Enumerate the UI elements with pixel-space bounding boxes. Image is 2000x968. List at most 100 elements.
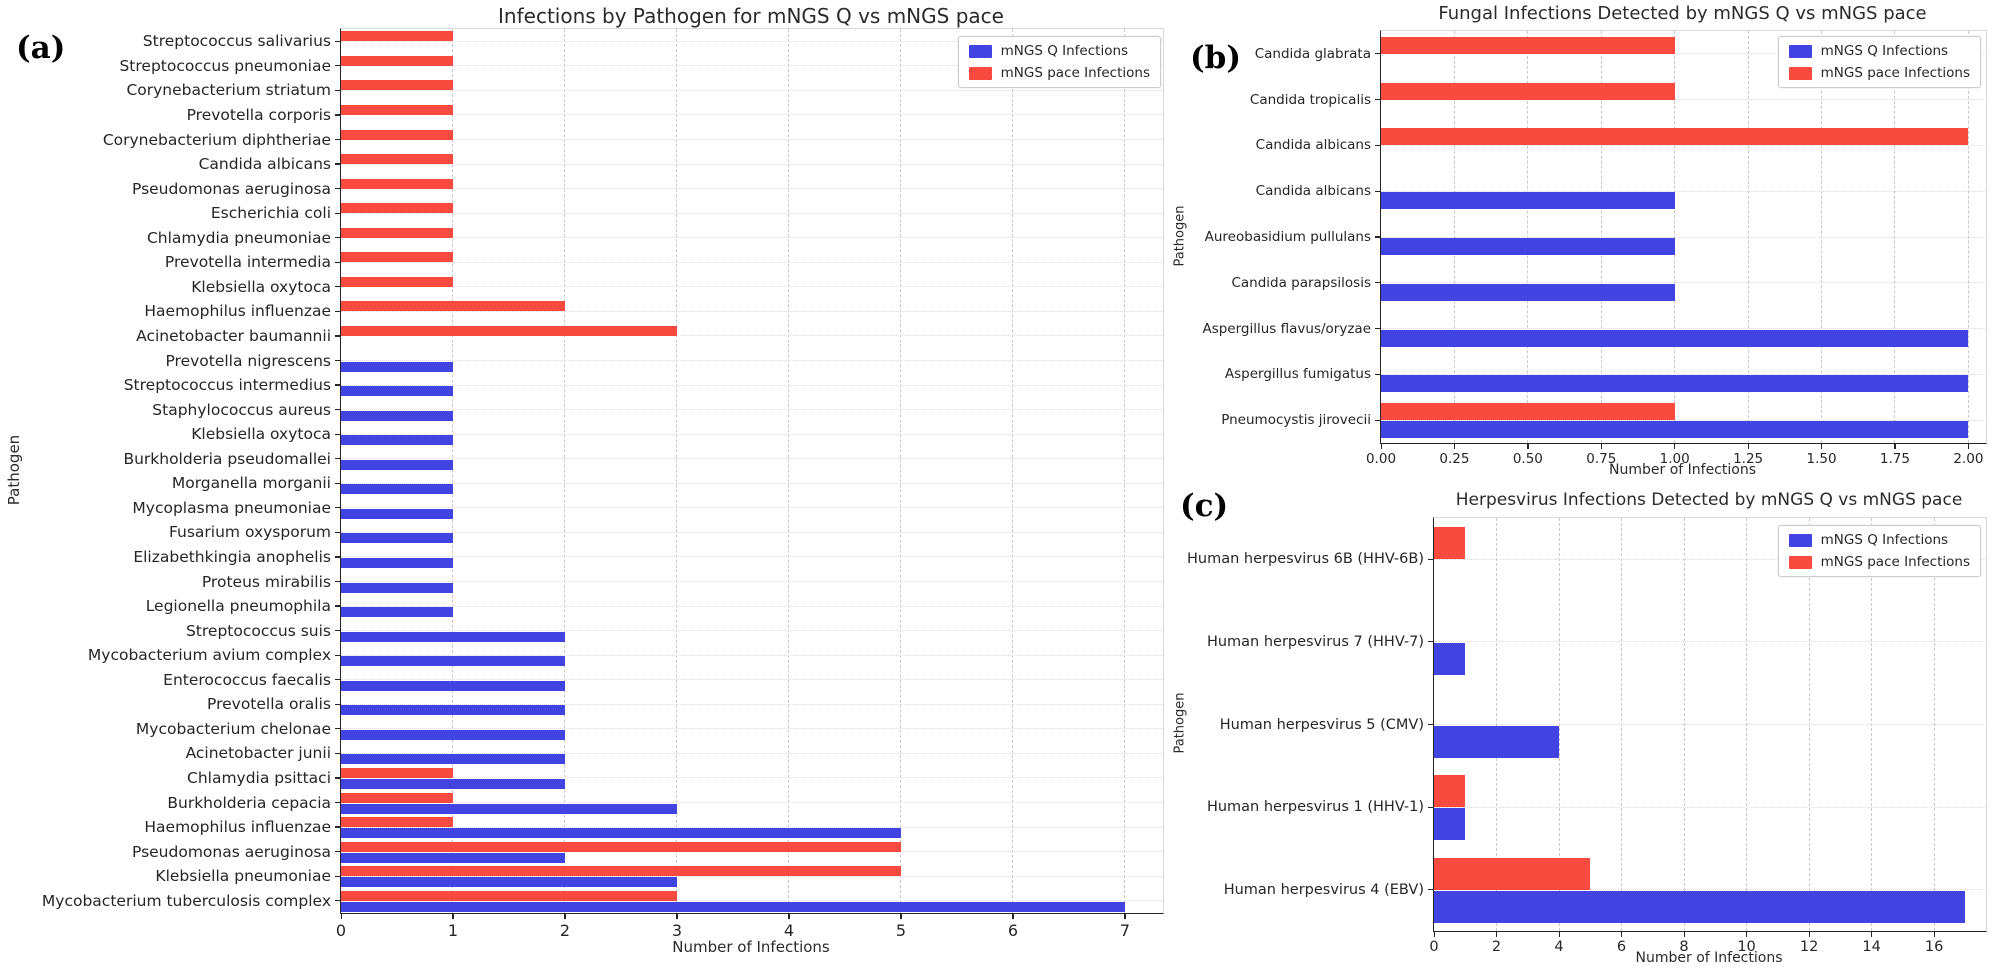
- category-label: Pseudomonas aeruginosa: [132, 842, 331, 861]
- x-tick-mark: [1821, 444, 1823, 449]
- bar-pace: [1434, 527, 1466, 560]
- category-label: Mycobacterium avium complex: [87, 646, 331, 665]
- category-label: Human herpesvirus 6B (HHV-6B): [1187, 551, 1424, 568]
- bar-q: [341, 705, 565, 716]
- y-tick-mark: [334, 188, 340, 190]
- y-gridline: [1381, 190, 1986, 192]
- y-gridline: [341, 581, 1163, 582]
- category-label: Human herpesvirus 1 (HHV-1): [1206, 799, 1424, 816]
- bar-pace: [341, 154, 453, 165]
- category-label: Corynebacterium diphtheriae: [102, 130, 331, 149]
- y-gridline: [1381, 53, 1986, 55]
- legend-swatch-q: [1788, 44, 1812, 58]
- y-gridline: [341, 409, 1163, 411]
- legend-swatch-q: [968, 44, 992, 58]
- bar-pace: [341, 203, 453, 214]
- y-gridline: [341, 679, 1163, 681]
- bar-q: [341, 656, 565, 667]
- category-label: Corynebacterium striatum: [126, 81, 331, 100]
- bar-pace: [341, 325, 677, 336]
- bar-q: [1434, 890, 1966, 923]
- chart-b-plot-area: 0.00 0.25 0.50 0.75 1.00 1.25 1.50 1.75 2.00 Cand…: [1202, 30, 1987, 467]
- x-tick-label: 7: [1119, 921, 1131, 940]
- y-gridline: [341, 237, 1163, 239]
- y-tick-mark: [1374, 373, 1380, 375]
- bar-pace: [341, 817, 453, 828]
- y-gridline: [341, 531, 1163, 533]
- y-tick-mark: [334, 458, 340, 460]
- x-tick-mark: [1747, 444, 1749, 449]
- category-label: Human herpesvirus 4 (EBV): [1223, 881, 1424, 898]
- bar-q: [341, 729, 565, 740]
- y-tick-mark: [334, 40, 340, 42]
- x-tick-label: 12: [1799, 939, 1819, 955]
- y-tick-mark: [334, 777, 340, 779]
- bar-q: [341, 828, 901, 839]
- y-gridline: [341, 752, 1163, 754]
- legend: mNGS Q Infections mNGS pace Infections: [957, 36, 1161, 88]
- x-gridline: [900, 29, 902, 913]
- y-tick-mark: [1374, 99, 1380, 101]
- y-tick-mark: [334, 580, 340, 583]
- bar-q: [341, 901, 1125, 912]
- bar-q: [1381, 238, 1675, 255]
- y-tick-mark: [334, 163, 340, 165]
- y-tick-mark: [334, 286, 340, 288]
- bar-q: [341, 778, 565, 789]
- category-label: Mycoplasma pneumoniae: [132, 498, 331, 517]
- bar-pace: [1381, 128, 1969, 146]
- y-gridline: [341, 482, 1163, 484]
- x-tick-mark: [1674, 444, 1676, 449]
- chart-b-y-axis-label: Pathogen: [1172, 205, 1188, 267]
- y-tick-mark: [334, 801, 340, 804]
- bar-q: [341, 435, 453, 446]
- category-label: Candida albicans: [198, 155, 331, 174]
- category-label: Haemophilus influenzae: [144, 302, 331, 321]
- category-label: Staphylococcus aureus: [152, 400, 331, 419]
- x-tick-mark: [1527, 444, 1529, 449]
- x-tick-label: 2: [559, 921, 571, 940]
- x-tick-mark: [1933, 932, 1935, 937]
- y-tick-mark: [334, 433, 340, 435]
- category-label: Pneumocystis jirovecii: [1221, 412, 1371, 429]
- y-tick-mark: [334, 556, 340, 558]
- x-tick-label: 8: [1679, 939, 1689, 955]
- bar-q: [341, 754, 565, 765]
- x-tick-label: 16: [1924, 939, 1944, 955]
- category-label: Candida albicans: [1255, 137, 1371, 154]
- category-label: Aspergillus fumigatus: [1224, 366, 1371, 383]
- category-label: Burkholderia pseudomallei: [123, 449, 331, 468]
- y-tick-mark: [334, 310, 340, 312]
- bar-pace: [341, 301, 565, 312]
- category-label: Aureobasidium pullulans: [1204, 229, 1371, 245]
- category-label: Candida tropicalis: [1249, 91, 1371, 108]
- legend-swatch-pace: [1788, 66, 1812, 80]
- y-gridline: [1381, 144, 1986, 146]
- x-tick-mark: [1967, 444, 1970, 449]
- category-label: Human herpesvirus 5 (CMV): [1219, 716, 1424, 733]
- y-gridline: [341, 433, 1163, 435]
- chart-c-plot-area: 0 2 4 6 8 10 12 14 16 Human herpesvirus 6B (HHV-6…: [1187, 517, 1987, 955]
- legend-label-pace: mNGS pace Infections: [1820, 65, 1970, 81]
- y-gridline: [341, 900, 1163, 902]
- category-label: Fusarium oxysporum: [168, 523, 331, 542]
- bar-q: [341, 533, 453, 544]
- y-tick-mark: [334, 752, 340, 754]
- y-tick-mark: [334, 531, 340, 533]
- y-gridline: [341, 802, 1163, 803]
- y-tick-mark: [334, 335, 340, 337]
- category-label: Streptococcus suis: [185, 621, 331, 640]
- legend: mNGS Q Infections mNGS pace Infections: [1777, 36, 1981, 88]
- y-tick-mark: [1427, 723, 1433, 726]
- category-label: Acinetobacter baumannii: [136, 326, 331, 345]
- y-tick-mark: [334, 851, 340, 853]
- bar-q: [341, 631, 565, 642]
- x-tick-mark: [1380, 444, 1382, 449]
- y-gridline: [1434, 558, 1986, 560]
- category-label: Legionella pneumophila: [145, 597, 331, 616]
- y-gridline: [341, 703, 1163, 705]
- bar-pace: [1434, 775, 1466, 808]
- legend-label-pace: mNGS pace Infections: [1820, 554, 1970, 570]
- y-gridline: [1381, 99, 1986, 101]
- x-tick-label: 6: [1007, 921, 1019, 940]
